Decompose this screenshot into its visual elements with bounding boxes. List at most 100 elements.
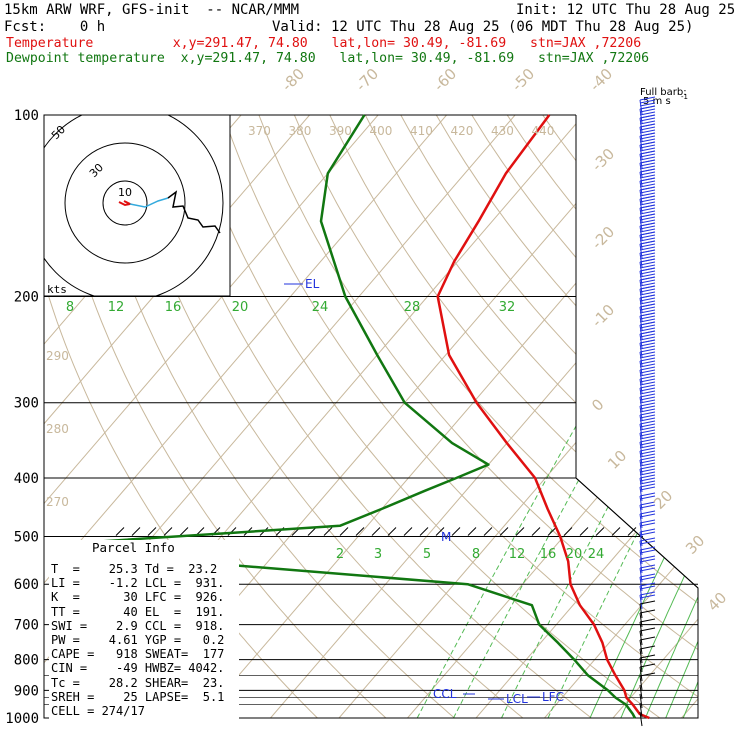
parcel-info-row: PW = 4.61 YGP = 0.2 xyxy=(51,633,225,648)
temperature-axis-label: -80 xyxy=(278,65,308,95)
pressure-tick-label: 400 xyxy=(14,471,39,487)
barb-flag xyxy=(639,177,656,182)
barb-flag xyxy=(639,468,656,473)
barb-flag xyxy=(639,546,656,551)
freezing-hatch xyxy=(419,527,429,536)
barb-flag xyxy=(639,240,656,245)
parcel-info-row: SREH = 25 LAPSE= 5.1 xyxy=(51,689,225,704)
temperature-axis-label: -10 xyxy=(588,301,618,331)
barb-flag xyxy=(639,129,656,134)
temperature-axis-label: -60 xyxy=(430,65,460,95)
dry-adiabat xyxy=(364,115,698,718)
barb-flag xyxy=(639,369,656,374)
forecast-hour: Fcst: 0 h xyxy=(4,19,106,35)
barb-flag xyxy=(639,348,656,353)
barb-flag xyxy=(639,285,656,290)
barb-flag xyxy=(639,300,656,305)
barb-flag xyxy=(639,174,656,179)
barb-flag xyxy=(639,339,656,344)
barb-flag xyxy=(639,549,656,554)
barb-flag xyxy=(639,609,656,614)
wind-barbs: Full barb:5 m s -1 xyxy=(639,87,688,727)
barb-flag xyxy=(639,108,656,113)
barb-flag xyxy=(639,198,656,203)
freezing-hatch xyxy=(115,527,125,536)
hodo-rings xyxy=(44,115,224,296)
temperature-axis-label: 30 xyxy=(682,532,708,558)
barb-flag xyxy=(639,480,656,485)
parcel-info-row: SWI = 2.9 CCL = 918. xyxy=(51,618,225,633)
model-title: 15km ARW WRF, GFS-init -- NCAR/MMM xyxy=(4,2,300,18)
barb-flag xyxy=(639,366,656,371)
barb-flag xyxy=(639,375,656,380)
temperature-axis-label: 10 xyxy=(604,447,630,473)
theta-side-label: 270 xyxy=(46,495,69,509)
barb-flag xyxy=(639,351,656,356)
isotherm xyxy=(201,115,698,718)
isotherm xyxy=(270,115,698,718)
barb-staff xyxy=(639,639,643,655)
barb-flag xyxy=(639,150,656,155)
barb-flag xyxy=(639,246,656,251)
barb-flag xyxy=(639,432,656,437)
barb-flag xyxy=(639,636,656,641)
barb-flag xyxy=(639,261,656,266)
theta-label: 380 xyxy=(289,124,312,138)
barb-flag xyxy=(639,537,656,542)
mixing-ratio-label: 20 xyxy=(566,547,583,562)
barb-flag xyxy=(639,414,656,419)
parcel-info-row: K = 30 LFC = 926. xyxy=(51,590,225,605)
barb-flag xyxy=(639,411,656,416)
theta-side-label: 290 xyxy=(46,349,69,363)
barb-flag xyxy=(639,117,656,122)
frame-diag xyxy=(575,477,699,589)
parcel-info-row: LI = -1.2 LCL = 931. xyxy=(51,576,225,591)
barb-staff xyxy=(639,630,643,646)
barb-flag xyxy=(639,291,656,296)
mixing-ratio-line xyxy=(665,296,698,718)
barb-flag xyxy=(639,123,656,128)
barb-flag xyxy=(639,195,656,200)
barb-flag xyxy=(639,228,656,233)
isotherm xyxy=(44,115,379,718)
barb-flag xyxy=(639,120,656,125)
freezing-hatch xyxy=(339,527,349,536)
barb-flag xyxy=(639,426,656,431)
parcel-info-title: Parcel Info xyxy=(89,540,178,555)
dry-adiabat xyxy=(400,115,698,718)
mixing-ratio-line xyxy=(644,296,698,718)
barb-flag xyxy=(639,390,656,395)
barb-flag xyxy=(639,627,656,632)
barb-flag xyxy=(639,558,656,563)
barb-unit: 5 m s xyxy=(643,96,671,107)
parcel-info-rows: T = 25.3 Td = 23.2 LI = -1.2 LCL = 931. K … xyxy=(51,562,224,718)
barb-flag xyxy=(639,264,656,269)
barb-flag xyxy=(639,342,656,347)
barb-flag xyxy=(639,144,656,149)
temperature-axis-label: 40 xyxy=(704,589,730,615)
barb-flag xyxy=(639,465,656,470)
freezing-hatch xyxy=(179,527,189,536)
mixing-ratio-label: 16 xyxy=(165,300,182,315)
isotherm xyxy=(338,115,698,718)
mixing-ratio-line xyxy=(416,296,651,718)
barb-flag xyxy=(639,114,656,119)
parcel-info-row: CIN = -49 HWBZ= 4042. xyxy=(51,661,225,676)
barb-flag xyxy=(639,486,656,491)
barb-flag xyxy=(639,282,656,287)
pressure-tick-label: 500 xyxy=(14,529,39,545)
mixing-ratio-label: 16 xyxy=(540,547,557,562)
temperature-legend: Temperature x,y=291.47, 74.80 lat,lon= 3… xyxy=(6,36,642,51)
freezing-hatch xyxy=(163,527,173,536)
barb-flag xyxy=(639,204,656,209)
temperature-axis-label: 20 xyxy=(650,487,676,513)
barb-flag xyxy=(639,384,656,389)
mixing-ratio-label: 2 xyxy=(336,547,344,562)
barb-flag xyxy=(639,438,656,443)
freezing-hatch xyxy=(371,527,381,536)
mixing-ratio-label: 12 xyxy=(509,547,526,562)
barb-flag xyxy=(639,447,656,452)
barb-flag xyxy=(639,378,656,383)
mixing-ratio-label: 24 xyxy=(588,547,605,562)
barb-flag xyxy=(639,492,656,497)
